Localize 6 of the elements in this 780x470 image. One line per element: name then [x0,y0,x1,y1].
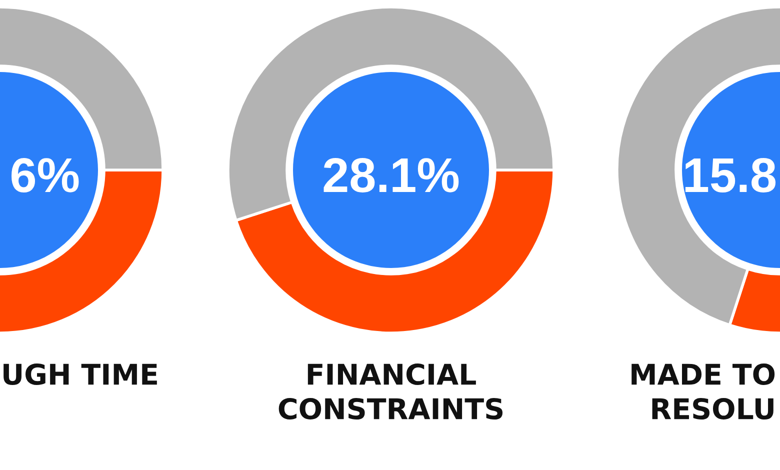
text: MADE TO RESOLU [632,364,775,420]
text: 28.1% [324,158,459,192]
text: FINANCIAL CONSTRAINTS [278,364,502,420]
text: UGH TIME [4,364,157,386]
text: 15.8 [685,158,776,192]
text: 6% [12,158,79,192]
